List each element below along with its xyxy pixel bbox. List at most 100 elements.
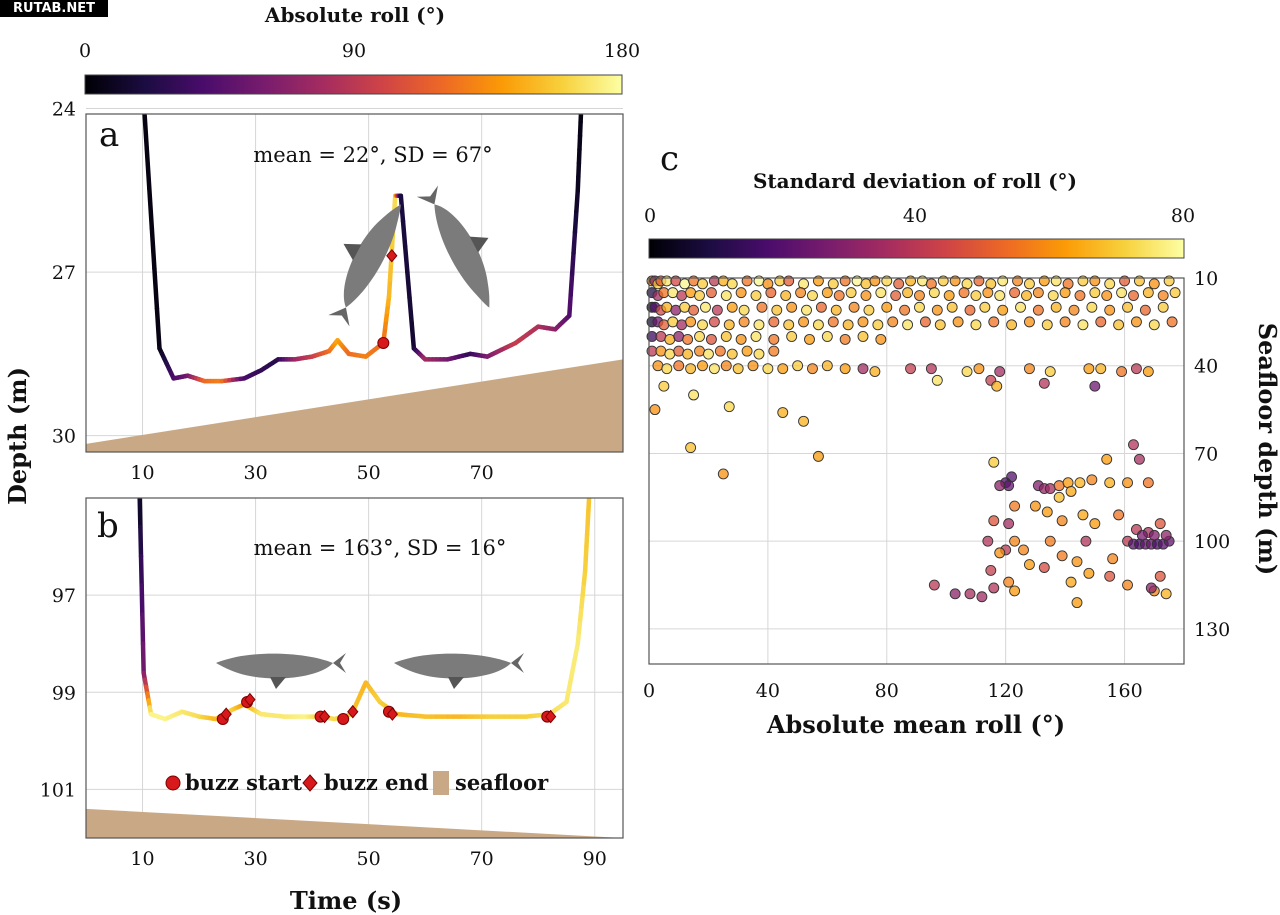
scatter-point bbox=[881, 301, 893, 313]
scatter-point bbox=[899, 304, 911, 316]
scatter-point bbox=[997, 304, 1009, 316]
scatter-point bbox=[1032, 287, 1044, 299]
scatter-point bbox=[1044, 535, 1056, 547]
track-segment bbox=[409, 320, 417, 351]
scatter-point bbox=[949, 588, 961, 600]
scatter-point bbox=[1107, 553, 1119, 565]
scatter-point bbox=[661, 363, 673, 375]
track-segment bbox=[586, 498, 592, 513]
x-tick-label: 40 bbox=[756, 680, 780, 702]
sd-colorbar-tick-mid: 40 bbox=[903, 205, 927, 227]
scatter-point bbox=[711, 304, 723, 316]
scatter-point bbox=[807, 363, 818, 375]
scatter-point bbox=[658, 380, 670, 392]
scatter-point bbox=[705, 333, 717, 345]
scatter-point bbox=[875, 287, 887, 299]
scatter-point bbox=[798, 316, 810, 328]
scatter-point bbox=[857, 316, 869, 328]
track-segment bbox=[574, 188, 581, 214]
track-segment bbox=[576, 147, 582, 166]
scatter-point bbox=[943, 290, 955, 301]
scatter-point bbox=[786, 331, 798, 342]
buzz-end-marker bbox=[318, 709, 331, 724]
scatter-point bbox=[685, 442, 697, 454]
scatter-point bbox=[1142, 477, 1154, 489]
sd-colorbar-title: Standard deviation of roll (°) bbox=[753, 169, 1077, 193]
scatter-point bbox=[1101, 453, 1113, 465]
track-segment bbox=[137, 498, 143, 530]
scatter-point bbox=[1059, 316, 1071, 328]
x-tick-label: 30 bbox=[243, 848, 267, 870]
scatter-point bbox=[1157, 301, 1169, 313]
scatter-point bbox=[708, 363, 720, 375]
scatter-point bbox=[1009, 287, 1021, 299]
scatter-point bbox=[771, 304, 783, 316]
scatter-point bbox=[688, 389, 700, 401]
y-tick-label: 99 bbox=[52, 682, 76, 704]
track-segment bbox=[140, 612, 146, 646]
depth-axis-label: Depth (m) bbox=[3, 367, 32, 505]
scatter-point bbox=[1157, 290, 1169, 301]
scatter-point bbox=[714, 345, 726, 357]
scatter-point bbox=[768, 333, 780, 345]
track-segment bbox=[147, 186, 155, 231]
scatter-point bbox=[839, 363, 851, 375]
source-badge: RUTAB.NET bbox=[0, 0, 108, 17]
track-segment bbox=[575, 174, 581, 193]
track-segment bbox=[402, 244, 410, 275]
buzz-end-marker bbox=[220, 707, 232, 721]
scatter-point bbox=[777, 363, 789, 375]
scatter-point bbox=[988, 582, 1000, 594]
scatter-point bbox=[887, 316, 899, 328]
x-tick-label: 120 bbox=[988, 680, 1024, 702]
scatter-point bbox=[1086, 301, 1098, 313]
scatter-point bbox=[812, 319, 824, 331]
scatter-point bbox=[958, 287, 970, 299]
scatter-point bbox=[979, 301, 991, 313]
scatter-point bbox=[857, 331, 869, 342]
scatter-point bbox=[777, 407, 789, 418]
scatter-point bbox=[735, 287, 747, 299]
panel-c-frame bbox=[648, 277, 1185, 665]
scatter-point bbox=[1160, 588, 1172, 600]
scatter-point bbox=[869, 366, 881, 378]
scatter-point bbox=[890, 290, 902, 301]
legend-buzz-start-marker bbox=[165, 775, 181, 791]
scatter-point bbox=[765, 287, 777, 299]
panel-a: 24 27 30 10 30 50 70 a mean = 22°, SD = 67° bbox=[52, 99, 624, 484]
track-segment bbox=[142, 114, 150, 151]
scatter-point bbox=[1142, 287, 1154, 299]
roll-colorbar: Absolute roll (°) 0 90 180 bbox=[79, 3, 640, 95]
scatter-point bbox=[801, 304, 812, 316]
legend-buzz-start-label: buzz start bbox=[185, 770, 302, 795]
scatter-point bbox=[1128, 439, 1139, 451]
panel-b: 97 99 101 10 30 50 70 90 b mean = 163°, SD = 1… bbox=[40, 497, 624, 870]
roll-colorbar-title: Absolute roll (°) bbox=[264, 3, 445, 27]
scatter-point bbox=[1148, 278, 1160, 290]
track-segment bbox=[571, 229, 578, 256]
y-tick-label: 130 bbox=[1194, 619, 1230, 641]
scatter-point bbox=[988, 456, 1000, 468]
scatter-point bbox=[1047, 290, 1059, 301]
scatter-point bbox=[1056, 550, 1068, 562]
scatter-point bbox=[1154, 518, 1166, 530]
panel-b-dive-track bbox=[137, 498, 592, 722]
scatter-point bbox=[682, 348, 694, 360]
y-tick-label: 10 bbox=[1194, 268, 1218, 290]
scatter-point bbox=[1009, 535, 1021, 547]
x-tick-label: 0 bbox=[643, 680, 655, 702]
scatter-point bbox=[833, 290, 845, 301]
scatter-point bbox=[1089, 518, 1101, 530]
panel-a-buzz-markers bbox=[377, 248, 398, 349]
scatter-point bbox=[1083, 567, 1095, 579]
scatter-point bbox=[875, 333, 887, 345]
scatter-point bbox=[1116, 287, 1128, 299]
scatter-point bbox=[1089, 380, 1101, 392]
scatter-point bbox=[1023, 559, 1035, 571]
panel-b-letter: b bbox=[97, 506, 119, 546]
scatter-point bbox=[1059, 287, 1071, 299]
buzz-end-marker bbox=[244, 692, 256, 707]
y-tick-label: 101 bbox=[40, 779, 76, 801]
scatter-point bbox=[1009, 585, 1021, 597]
scatter-point bbox=[795, 287, 807, 299]
